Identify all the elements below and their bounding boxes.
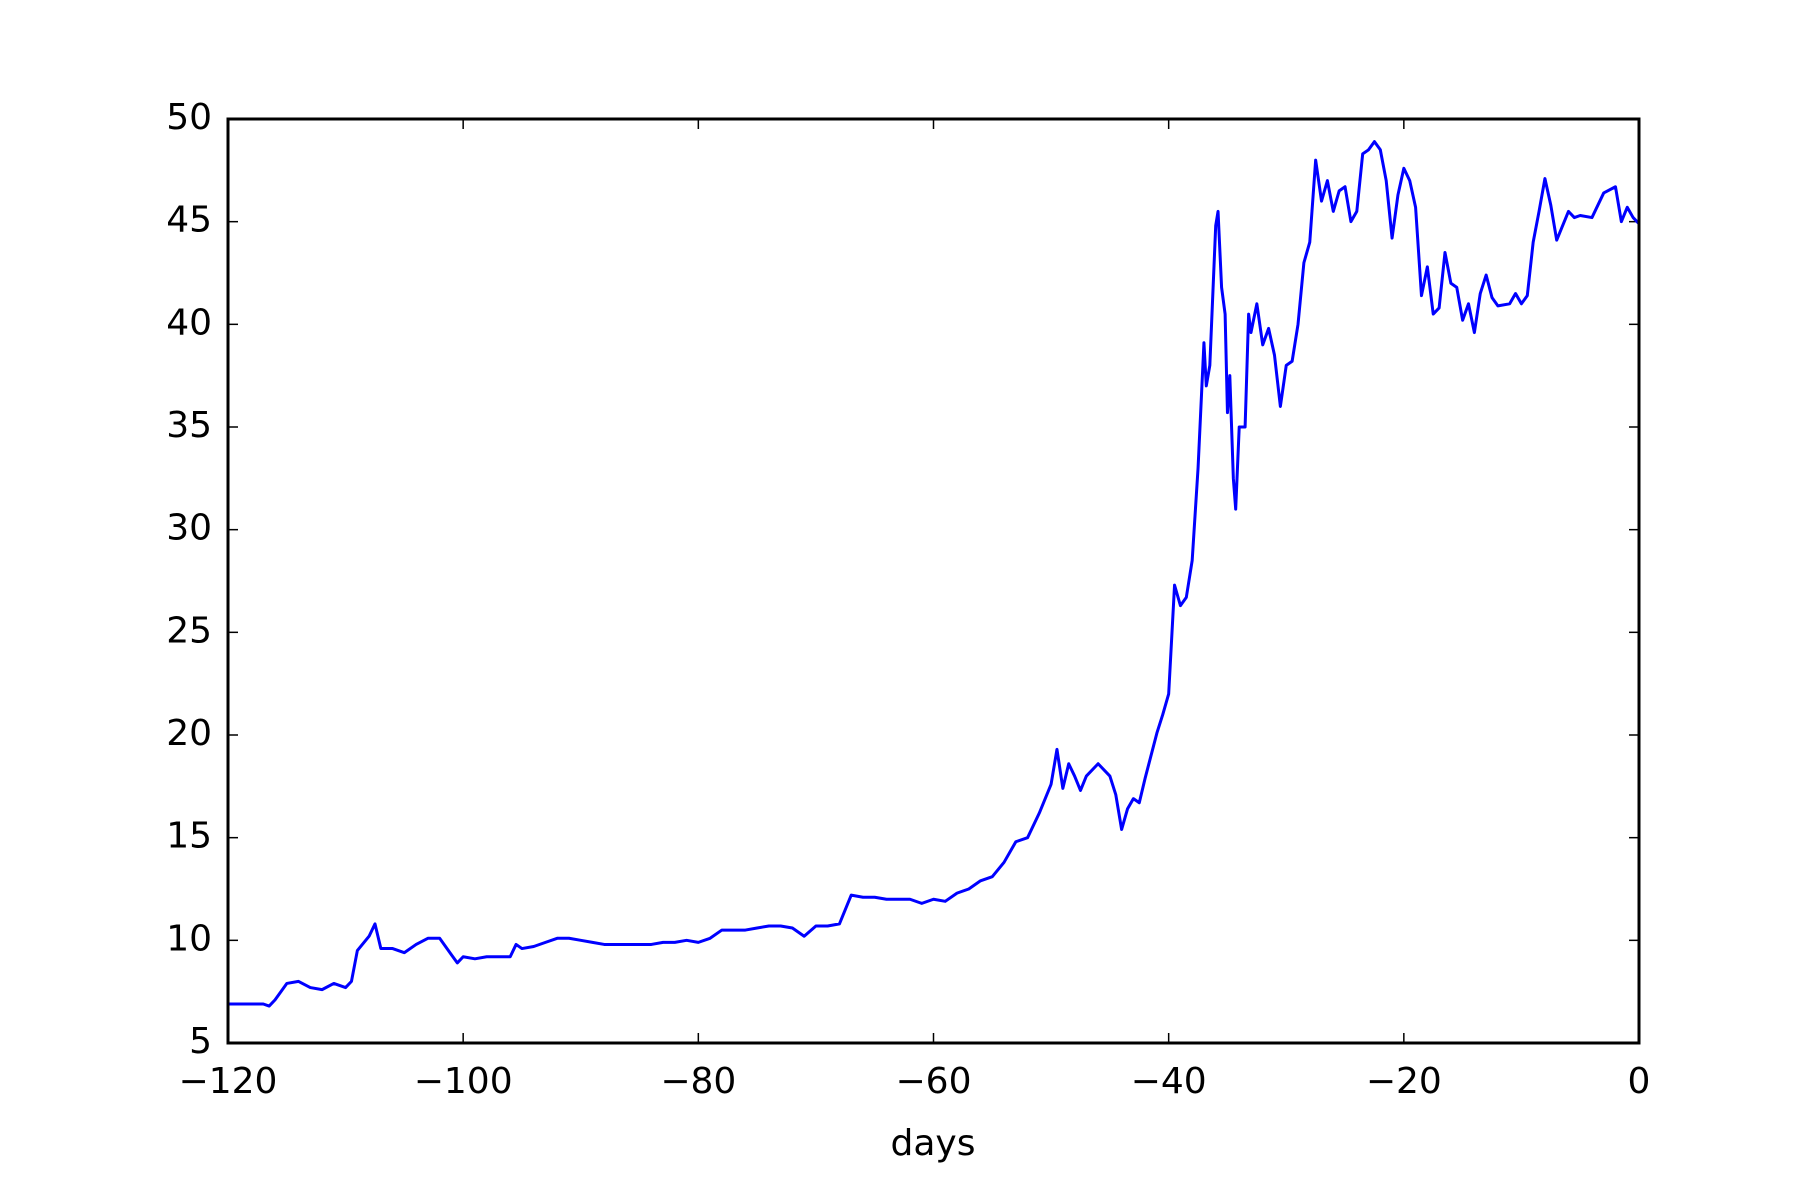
x-tick-label: −40 [1131,1061,1207,1102]
y-tick-label: 5 [189,1021,212,1062]
y-tick-label: 20 [166,713,212,754]
y-tick-label: 45 [166,200,212,241]
y-tick-label: 35 [166,405,212,446]
data-line [228,140,1641,1008]
x-tick-label: −100 [414,1061,513,1102]
y-tick-label: 40 [166,302,212,343]
plot-frame [226,117,1641,1045]
y-tick-label: 25 [166,610,212,651]
y-tick-label: 30 [166,508,212,549]
x-tick-label: −20 [1366,1061,1442,1102]
x-tick-label: −80 [660,1061,736,1102]
x-axis-label: days [891,1123,976,1164]
x-tick-label: 0 [1628,1061,1651,1102]
x-tick-label: −120 [179,1061,278,1102]
y-tick-label: 50 [166,97,212,138]
y-tick-label: 10 [166,918,212,959]
x-tick-label: −60 [896,1061,972,1102]
y-tick-label: 15 [166,816,212,857]
